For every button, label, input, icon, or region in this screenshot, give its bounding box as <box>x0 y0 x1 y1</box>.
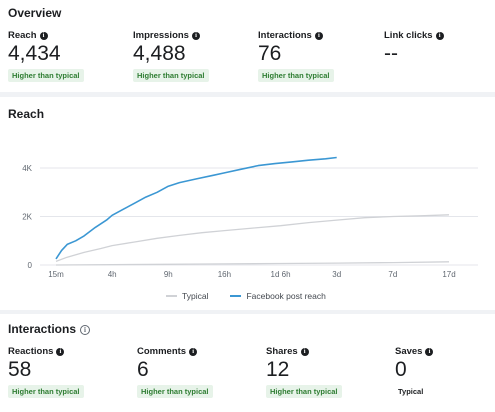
info-icon[interactable]: i <box>300 347 309 356</box>
metric-label: Comments <box>137 346 187 357</box>
metric-interactions[interactable]: Interactions i 76 Higher than typical <box>258 30 334 83</box>
info-icon[interactable]: i <box>191 31 200 40</box>
metric-comments[interactable]: Comments i 6 Higher than typical <box>137 346 213 399</box>
metric-impressions[interactable]: Impressions i 4,488 Higher than typical <box>133 30 209 83</box>
metric-value: 12 <box>266 358 290 381</box>
metric-reactions[interactable]: Reactions i 58 Higher than typical <box>8 346 84 399</box>
interactions-title: Interactions i <box>8 322 91 336</box>
legend-label-typical: Typical <box>182 291 209 301</box>
metric-value: 6 <box>137 358 149 381</box>
info-icon[interactable]: i <box>314 31 323 40</box>
info-icon[interactable]: i <box>39 31 48 40</box>
info-icon[interactable]: i <box>189 347 198 356</box>
info-outline-icon[interactable]: i <box>80 324 91 335</box>
legend-typical: Typical <box>166 291 208 301</box>
metric-label: Reactions <box>8 346 54 357</box>
metric-saves[interactable]: Saves i 0 Typical <box>395 346 434 399</box>
status-badge: Higher than typical <box>8 69 84 82</box>
metric-label: Shares <box>266 346 298 357</box>
interactions-card: Interactions i Reactions i 58 Higher than … <box>0 314 495 412</box>
metric-value: 58 <box>8 358 32 381</box>
metric-label: Impressions <box>133 30 189 41</box>
chart-legend: Typical Facebook post reach <box>166 291 348 301</box>
metric-link-clicks[interactable]: Link clicks i -- <box>384 30 444 65</box>
metric-label: Saves <box>395 346 423 357</box>
info-icon[interactable]: i <box>56 347 65 356</box>
reach-title: Reach <box>8 107 45 121</box>
metric-value: 0 <box>395 358 407 381</box>
interactions-title-text: Interactions <box>8 322 77 336</box>
status-badge: Higher than typical <box>258 69 334 82</box>
legend-post-reach: Facebook post reach <box>230 291 326 301</box>
info-icon[interactable]: i <box>435 31 444 40</box>
metric-reach[interactable]: Reach i 4,434 Higher than typical <box>8 30 84 83</box>
overview-title: Overview <box>8 6 62 20</box>
info-icon[interactable]: i <box>425 347 434 356</box>
reach-card: Reach <box>0 97 495 310</box>
metric-value: 4,488 <box>133 42 186 65</box>
legend-swatch-post <box>230 295 242 297</box>
status-badge: Higher than typical <box>8 385 84 398</box>
metric-value: 76 <box>258 42 282 65</box>
metric-label: Reach <box>8 30 37 41</box>
legend-label-post: Facebook post reach <box>246 291 326 301</box>
metric-label: Interactions <box>258 30 312 41</box>
metric-label: Link clicks <box>384 30 433 41</box>
metric-value: -- <box>384 42 398 65</box>
status-badge: Higher than typical <box>266 385 342 398</box>
legend-swatch-typical <box>166 295 177 297</box>
status-badge: Higher than typical <box>133 69 209 82</box>
metric-shares[interactable]: Shares i 12 Higher than typical <box>266 346 342 399</box>
status-badge: Higher than typical <box>137 385 213 398</box>
overview-card: Overview Reach i 4,434 Higher than typica… <box>0 0 495 92</box>
metric-value: 4,434 <box>8 42 61 65</box>
status-badge: Typical <box>398 387 424 396</box>
